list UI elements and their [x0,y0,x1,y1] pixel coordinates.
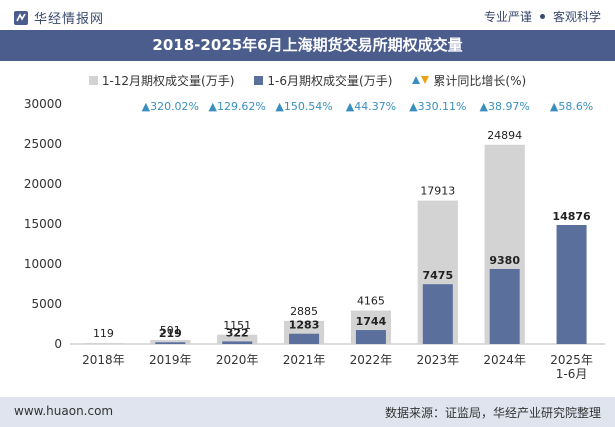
growth-label: ▲44.37% [346,100,396,113]
bar-h1 [289,333,320,344]
bar-total-fill [83,343,124,344]
y-tick-label: 30000 [24,97,62,111]
data-label-h1: 219 [159,327,182,340]
bar-h1 [222,341,253,344]
data-label-h1: 14876 [552,210,591,223]
y-tick-label: 20000 [24,177,62,191]
data-label-h1: 9380 [489,254,520,267]
bar-h1 [422,284,453,344]
data-label-h1: 1744 [356,315,387,328]
growth-label: ▲330.11% [409,100,466,113]
y-tick-label: 25000 [24,137,62,151]
growth-label: ▲38.97% [479,100,529,113]
footer-bar: www.huaon.com 数据来源：证监局，华经产业研究院整理 [0,397,615,427]
y-tick-label: 15000 [24,217,62,231]
chart-legend: 1-12月期权成交量(万手) 1-6月期权成交量(万手) 累计同比增长(%) [0,70,615,90]
bar-chart-plot: 0 5000 10000 15000 20000 25000 30000 119 2018年 50… [24,97,605,381]
growth-label: ▲150.54% [275,100,332,113]
bar-h1 [355,330,386,344]
data-label-total: 2885 [290,305,318,318]
data-label-total: 119 [93,327,114,340]
data-label-total: 501 [160,324,181,337]
growth-label: ▲320.02% [142,100,199,113]
x-tick-label: 2021年 [283,353,326,367]
legend-up-triangle-icon [412,76,421,84]
legend-item-h1: 1-6月期权成交量(万手) [254,72,392,89]
legend-label-total: 1-12月期权成交量(万手) [101,73,235,88]
x-tick-label: 2024年 [483,353,526,367]
y-tick-label: 10000 [24,257,62,271]
x-tick-label: 2020年 [216,353,259,367]
tagline: 专业严谨 客观科学 [484,8,601,25]
data-label-h1: 7475 [423,269,454,282]
footer-website: www.huaon.com [14,404,114,418]
legend-item-growth: 累计同比增长(%) [412,72,526,89]
tagline-objective: 客观科学 [552,10,601,24]
data-label-total: 4165 [357,295,385,308]
growth-label: ▲129.62% [208,100,265,113]
legend-item-total: 1-12月期权成交量(万手) [88,72,235,89]
y-tick-label: 5000 [31,297,62,311]
y-tick-label: 0 [54,337,62,351]
footer-source: 数据来源：证监局，华经产业研究院整理 [384,406,601,420]
title-bar: 2018-2025年6月上海期货交易所期权成交量 [0,30,615,61]
chart-title: 2018-2025年6月上海期货交易所期权成交量 [152,36,463,54]
tagline-separator [539,14,545,19]
data-label-total: 1151 [223,319,251,332]
legend-label-growth: 累计同比增长(%) [433,73,527,88]
bar-h1 [155,342,186,344]
data-label-h1: 1283 [289,319,320,332]
brand: 华经情报网 [14,8,104,27]
data-label-total: 24894 [487,129,522,142]
legend-swatch-h1 [254,75,264,85]
x-tick-label: 1-6月 [556,367,588,381]
x-tick-label: 2019年 [149,353,192,367]
brand-logo-icon [14,10,28,25]
growth-label: ▲58.6% [550,100,593,113]
legend-down-triangle-icon [421,76,430,84]
x-tick-label: 2023年 [417,353,460,367]
tagline-professional: 专业严谨 [483,10,532,24]
x-tick-label: 2022年 [350,353,393,367]
bar-h1 [489,268,520,344]
data-label-h1: 322 [226,326,249,339]
bar-total-fill [217,334,258,344]
legend-label-h1: 1-6月期权成交量(万手) [267,73,393,88]
x-tick-label: 2018年 [82,353,125,367]
top-bar: 华经情报网 专业严谨 客观科学 [0,0,615,30]
x-tick-label: 2025年 [550,353,593,367]
bar-total-fill [150,339,191,344]
brand-name: 华经情报网 [34,12,105,27]
data-label-total: 17913 [420,185,455,198]
legend-swatch-total [88,75,98,85]
bar-h1 [556,224,587,344]
